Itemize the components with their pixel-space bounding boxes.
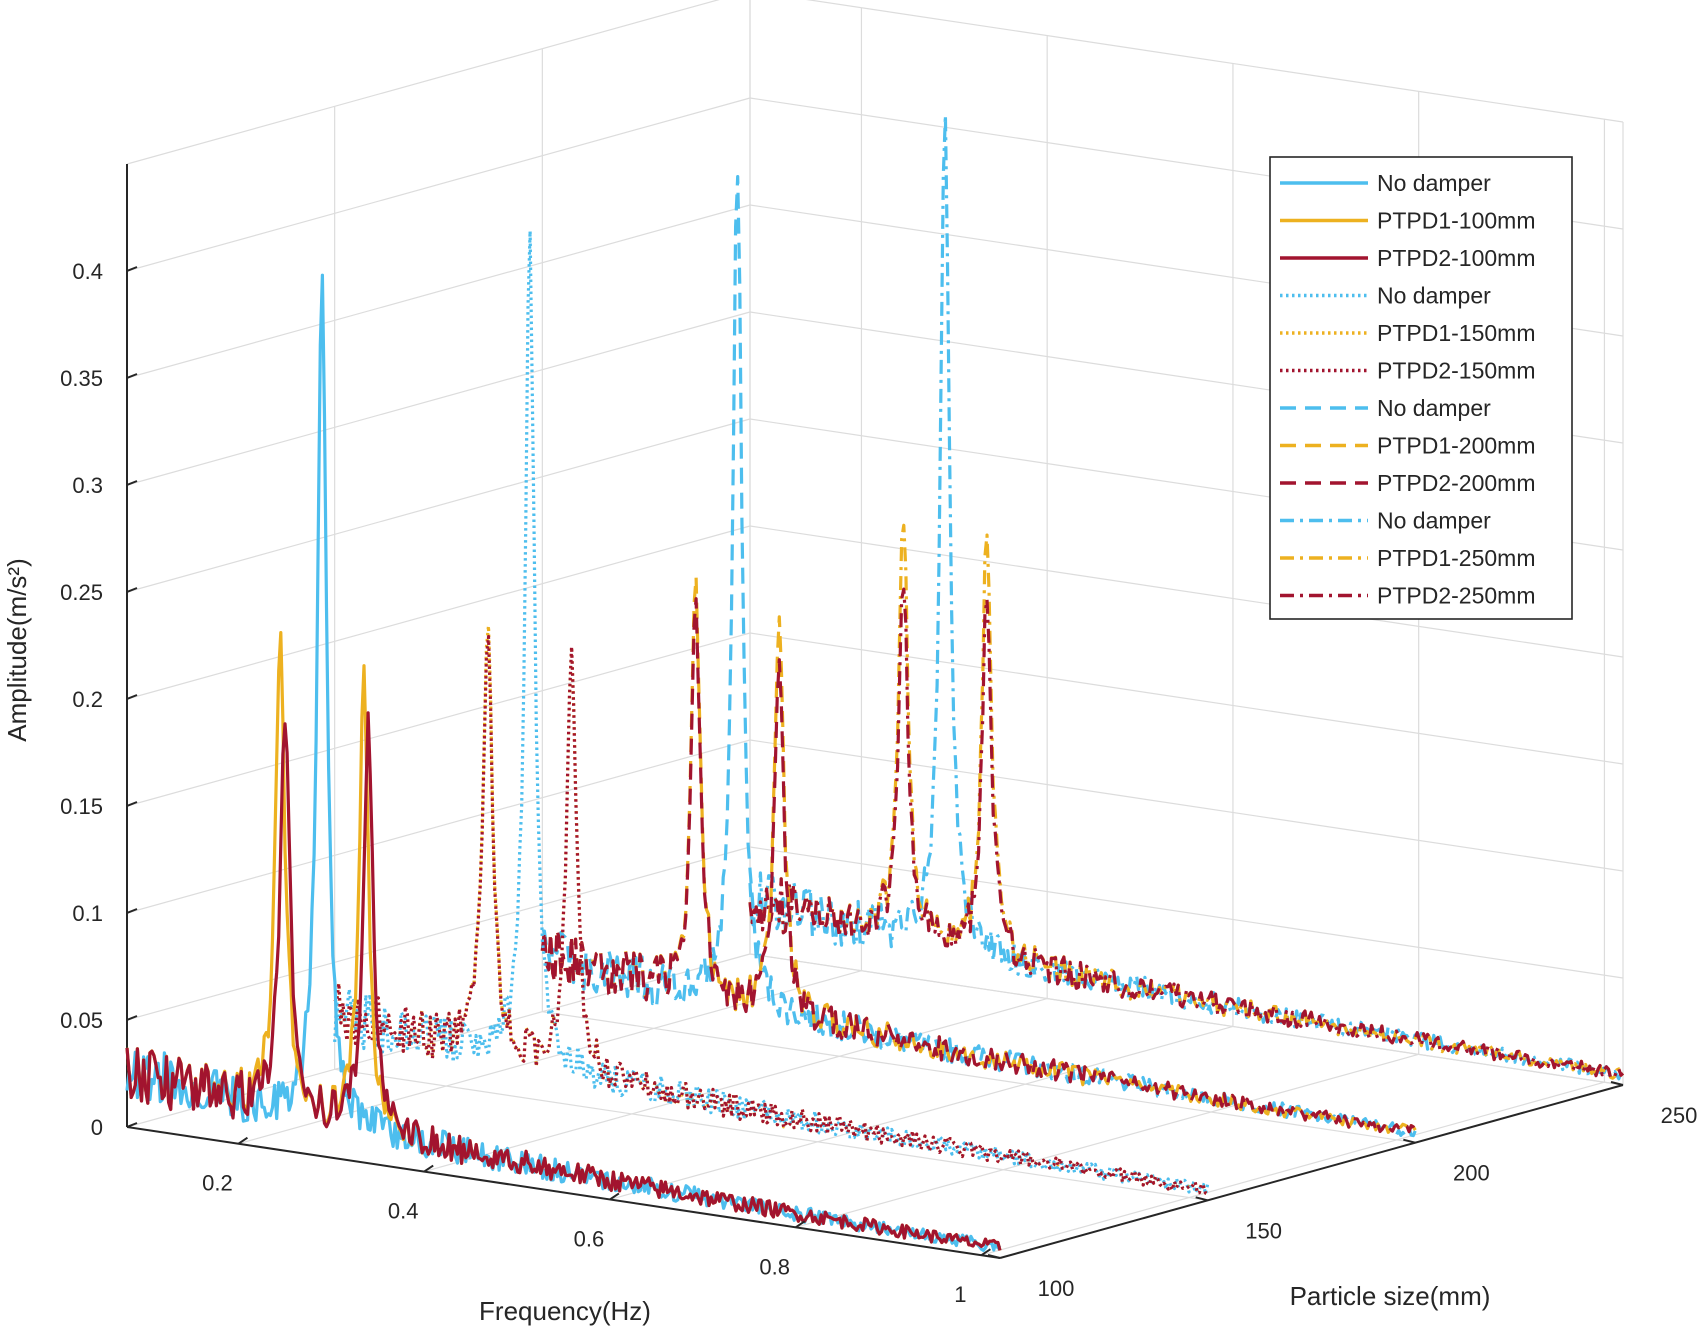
series-line: [125, 711, 1002, 1251]
series-line: [748, 113, 1625, 1081]
z-tick: [126, 1015, 138, 1021]
z-tick: [126, 266, 138, 272]
x-tick: [795, 1220, 806, 1229]
legend-entry: PTPD1-250mm: [1377, 545, 1535, 571]
grid-line: [542, 1011, 1416, 1144]
z-tick-label: 0.2: [72, 687, 103, 712]
legend-entry: No damper: [1377, 508, 1491, 534]
grid-line: [749, 525, 1624, 658]
x-tick: [423, 1164, 434, 1173]
y-tick: [987, 1254, 1001, 1259]
legend-entry: PTPD2-200mm: [1377, 470, 1535, 496]
grid-line: [126, 525, 751, 700]
y-tick: [1195, 1196, 1208, 1202]
legend-entry: No damper: [1377, 395, 1491, 421]
legend-entry: No damper: [1377, 283, 1491, 309]
x-axis-line: [126, 1126, 1001, 1259]
legend-entry: PTPD2-100mm: [1377, 245, 1535, 271]
series-line: [125, 273, 1002, 1253]
series-line: [748, 523, 1625, 1080]
grid-line: [126, 204, 751, 379]
z-tick: [126, 587, 138, 593]
z-tick-label: 0: [91, 1115, 103, 1140]
series-line: [333, 229, 1210, 1196]
z-tick: [126, 1122, 138, 1128]
grid-line: [126, 418, 751, 593]
grid-line: [126, 739, 751, 914]
x-tick: [980, 1248, 991, 1257]
grid-line: [238, 970, 862, 1145]
legend-entry: PTPD1-100mm: [1377, 208, 1535, 234]
x-tick-label: 0.6: [574, 1226, 605, 1251]
grid-line: [424, 998, 1048, 1173]
z-tick: [126, 373, 138, 379]
grid-line: [981, 1081, 1605, 1256]
y-tick-label: 150: [1245, 1218, 1282, 1243]
grid-line: [749, 846, 1624, 979]
z-tick-label: 0.4: [72, 259, 103, 284]
y-axis-label: Particle size(mm): [1290, 1281, 1491, 1311]
z-tick-label: 0.25: [60, 580, 103, 605]
z-tick: [126, 480, 138, 486]
grid-line: [334, 1068, 1208, 1201]
series-layer: [125, 113, 1625, 1253]
z-tick-label: 0.35: [60, 366, 103, 391]
z-tick-label: 0.15: [60, 794, 103, 819]
y-tick: [1403, 1138, 1416, 1144]
legend: No damper PTPD1-100mm PTPD2-100mm No damper…: [1269, 156, 1573, 620]
z-axis-label: Amplitude(m/s²): [2, 558, 32, 741]
axes-layer: [126, 164, 1624, 1259]
z-tick-label: 0.1: [72, 901, 103, 926]
series-line: [333, 634, 1209, 1196]
legend-box: [1269, 156, 1573, 620]
series-line: [540, 597, 1417, 1134]
y-tick-label: 100: [1038, 1276, 1075, 1301]
grid-line: [126, 97, 751, 272]
x-tick-label: 0.4: [388, 1199, 419, 1224]
x-tick-label: 1: [954, 1282, 966, 1307]
z-tick: [126, 908, 138, 914]
legend-entry: PTPD1-200mm: [1377, 433, 1535, 459]
x-tick-label: 0.2: [202, 1171, 233, 1196]
legend-entry: No damper: [1377, 170, 1491, 196]
grid-line: [805, 0, 1624, 123]
grid-line: [126, 0, 720, 165]
legend-entry: PTPD1-150mm: [1377, 320, 1535, 346]
grid-line: [126, 846, 751, 1021]
x-tick: [609, 1192, 620, 1201]
series-line: [748, 587, 1625, 1080]
grid-line: [749, 953, 1624, 1086]
legend-entry: PTPD2-150mm: [1377, 358, 1535, 384]
grid-line: [126, 632, 751, 807]
y-axis-line: [999, 1084, 1624, 1259]
x-tick: [237, 1136, 249, 1145]
y-tick-label: 250: [1661, 1103, 1698, 1128]
y-tick-label: 200: [1453, 1161, 1490, 1186]
grid-line: [126, 311, 751, 486]
ticks-layer: 0 0.05 0.1 0.15 0.2 0.25 0.3 0.35 0.4 0.2 0.4 0.6 0.…: [60, 259, 1697, 1307]
grid-line: [749, 739, 1624, 872]
series-line: [125, 630, 1002, 1251]
y-tick: [1610, 1081, 1624, 1086]
z-tick: [126, 694, 138, 700]
legend-entry: PTPD2-250mm: [1377, 583, 1535, 609]
grid-line: [749, 632, 1624, 765]
grid-line: [795, 1053, 1419, 1228]
x-tick-label: 0.8: [759, 1254, 790, 1279]
z-tick-label: 0.05: [60, 1008, 103, 1033]
z-tick-label: 0.3: [72, 473, 103, 498]
z-tick: [126, 801, 138, 807]
grid-line: [609, 1025, 1234, 1201]
x-axis-label: Frequency(Hz): [479, 1296, 651, 1326]
